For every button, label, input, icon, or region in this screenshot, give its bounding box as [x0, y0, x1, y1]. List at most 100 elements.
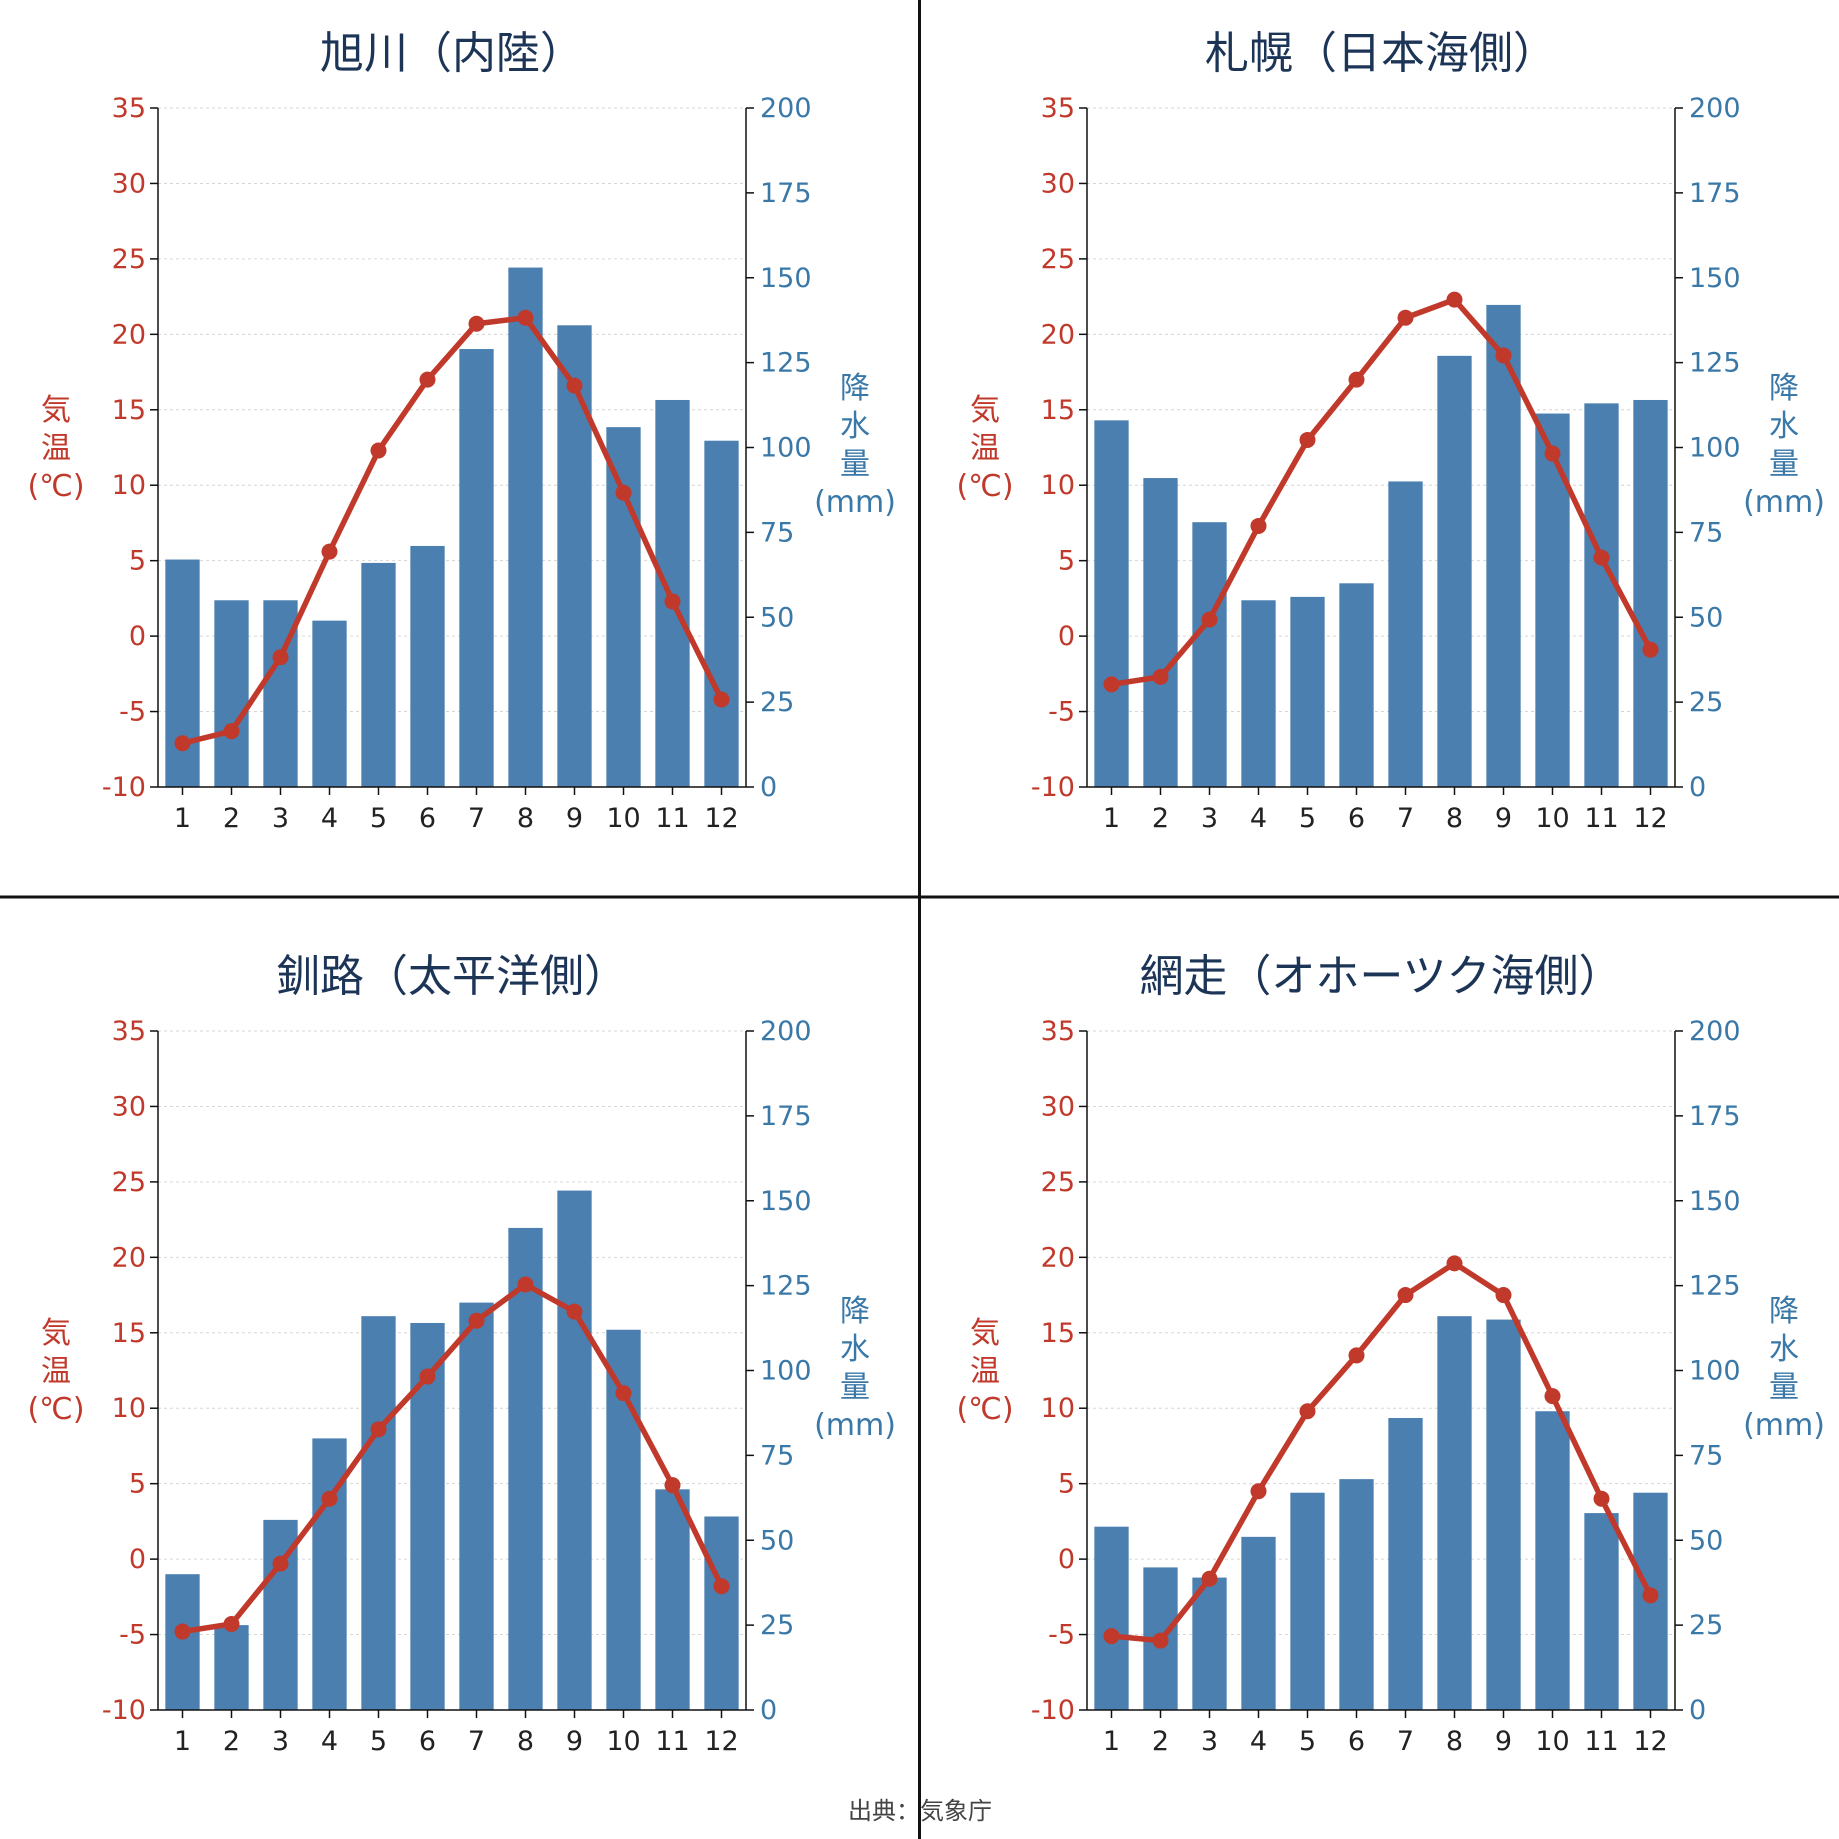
temp-tick-label: 15: [1041, 1318, 1075, 1349]
temp-tick-label: 25: [1041, 1167, 1075, 1198]
temp-point-month-4: [321, 543, 338, 560]
precip-axis-label-part: (mm): [1743, 1408, 1825, 1443]
temp-point-month-4: [1250, 1483, 1267, 1500]
x-tick-label: 10: [1535, 803, 1569, 834]
temp-tick-label: 35: [1041, 93, 1075, 124]
precip-bar-month-10: [1535, 1411, 1570, 1710]
precip-tick-label: 25: [1689, 687, 1723, 718]
x-tick-label: 11: [1584, 1726, 1618, 1757]
precip-bar-month-7: [1388, 1418, 1423, 1710]
precip-tick-label: 50: [760, 1525, 794, 1556]
x-tick-label: 11: [1584, 803, 1618, 834]
x-tick-label: 5: [370, 1726, 387, 1757]
temp-point-month-4: [1250, 517, 1267, 534]
precip-tick-label: 25: [1689, 1610, 1723, 1641]
temp-tick-label: 5: [1058, 1469, 1075, 1500]
temp-point-month-6: [419, 1368, 436, 1385]
temp-tick-label: 30: [1041, 168, 1075, 199]
precip-axis-label-part: 降: [1769, 1294, 1799, 1329]
precip-tick-label: 200: [760, 1016, 812, 1047]
temp-point-month-5: [370, 1421, 387, 1438]
temp-tick-label: -10: [1031, 772, 1075, 803]
temp-point-month-4: [321, 1490, 338, 1507]
precip-bar-month-7: [459, 349, 494, 787]
precip-bar-month-4: [1241, 600, 1276, 787]
temp-tick-label: 25: [112, 1167, 146, 1198]
x-tick-label: 5: [1299, 803, 1316, 834]
chart-title: 釧路（太平洋側）: [276, 951, 628, 1002]
precip-axis-label-part: 水: [840, 1332, 870, 1367]
precip-axis-label-part: 降: [1769, 371, 1799, 406]
x-tick-label: 4: [1250, 1726, 1267, 1757]
x-tick-label: 12: [704, 1726, 738, 1757]
precip-axis-label-part: 降: [840, 371, 870, 406]
precip-tick-label: 125: [760, 1271, 812, 1302]
precip-tick-label: 175: [1689, 178, 1741, 209]
temp-axis-label: 気温(℃): [27, 393, 84, 504]
precip-tick-label: 200: [760, 93, 812, 124]
temp-tick-label: 35: [112, 93, 146, 124]
precip-tick-label: 100: [760, 433, 812, 464]
precip-axis-label-part: 水: [1769, 1332, 1799, 1367]
temp-point-month-2: [1152, 668, 1169, 685]
precip-tick-label: 0: [760, 1695, 777, 1726]
temp-point-month-3: [272, 1555, 289, 1572]
precip-tick-label: 75: [1689, 517, 1723, 548]
temp-axis-label-part: (℃): [27, 1392, 84, 1427]
temp-axis-label-part: 温: [41, 1354, 71, 1389]
x-tick-label: 10: [1535, 1726, 1569, 1757]
temp-tick-label: -10: [102, 1695, 146, 1726]
temp-tick-label: -5: [1048, 697, 1075, 728]
x-tick-label: 8: [517, 803, 534, 834]
temp-tick-label: 0: [129, 1544, 146, 1575]
precip-tick-label: 100: [760, 1356, 812, 1387]
temp-point-month-9: [566, 377, 583, 394]
precip-bar-month-3: [1192, 1577, 1227, 1710]
x-tick-label: 2: [1152, 1726, 1169, 1757]
precip-bar-month-1: [1094, 1526, 1129, 1710]
precip-tick-label: 150: [760, 1186, 812, 1217]
precip-bar-month-2: [1143, 478, 1178, 787]
precip-axis-label-part: 水: [1769, 409, 1799, 444]
temp-tick-label: 25: [112, 244, 146, 275]
precip-bar-month-5: [1290, 596, 1325, 787]
temp-point-month-11: [1593, 549, 1610, 566]
temp-line: [1111, 296, 1653, 688]
temp-point-month-8: [1446, 1255, 1463, 1272]
precip-tick-label: 75: [1689, 1440, 1723, 1471]
temp-point-month-1: [1103, 676, 1120, 693]
x-tick-label: 5: [1299, 1726, 1316, 1757]
x-tick-label: 12: [1633, 1726, 1667, 1757]
temp-point-month-8: [517, 1276, 534, 1293]
precip-axis-label-part: (mm): [814, 485, 896, 520]
precip-axis-label-part: 量: [1769, 447, 1799, 482]
precip-axis-label: 降水量(mm): [814, 1294, 896, 1443]
precip-bar-month-4: [312, 620, 347, 787]
precip-bar-month-1: [165, 559, 200, 787]
precip-tick-label: 175: [1689, 1101, 1741, 1132]
x-tick-label: 12: [1633, 803, 1667, 834]
temp-tick-label: 10: [1041, 1393, 1075, 1424]
temp-point-month-1: [174, 1623, 191, 1640]
temp-tick-label: 10: [112, 470, 146, 501]
x-tick-label: 4: [321, 803, 338, 834]
precip-bar-month-4: [1241, 1536, 1276, 1710]
precip-tick-label: 100: [1689, 1356, 1741, 1387]
precip-axis-label-part: 水: [840, 409, 870, 444]
temp-tick-label: 20: [112, 1242, 146, 1273]
temp-point-month-1: [1103, 1628, 1120, 1645]
chart-panel-3: 釧路（太平洋側）-10-5051015202530350255075100125…: [27, 951, 895, 1757]
precip-bar-month-11: [1584, 1513, 1619, 1710]
chart-panel-1: 旭川（内陸）-10-505101520253035025507510012515…: [27, 28, 895, 834]
temp-tick-label: 35: [1041, 1016, 1075, 1047]
precip-tick-label: 125: [1689, 1271, 1741, 1302]
precip-axis-label: 降水量(mm): [1743, 1294, 1825, 1443]
temp-axis-label: 気温(℃): [27, 1316, 84, 1427]
temp-point-month-5: [1299, 431, 1316, 448]
chart-panel-2: 札幌（日本海側）-10-5051015202530350255075100125…: [956, 28, 1824, 834]
x-tick-label: 1: [1103, 803, 1120, 834]
x-tick-label: 9: [1495, 1726, 1512, 1757]
temp-tick-label: -10: [102, 772, 146, 803]
